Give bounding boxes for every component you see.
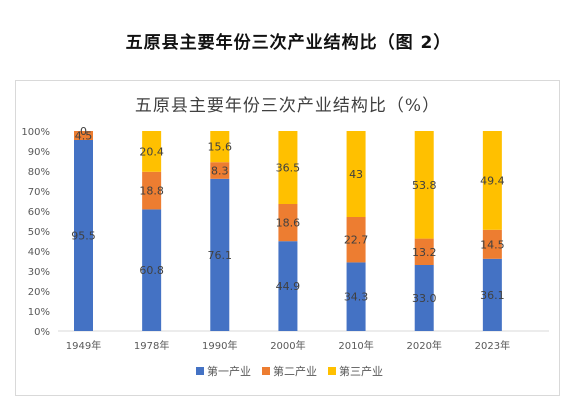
bar-segment-1 [210, 178, 230, 331]
x-tick-label: 2010年 [338, 339, 373, 352]
y-tick-label: 60% [28, 207, 50, 218]
y-tick-label: 80% [28, 167, 50, 178]
y-tick-label: 0% [34, 327, 50, 338]
legend-label: 第一产业 [207, 364, 251, 378]
data-label: 53.8 [412, 179, 437, 192]
bar-segment-2 [346, 217, 366, 263]
data-label: 18.6 [276, 217, 301, 230]
y-tick-label: 70% [28, 187, 50, 198]
bar-segment-2 [210, 162, 230, 179]
legend-swatch [196, 367, 204, 375]
data-label: 49.4 [480, 174, 505, 187]
bar-segment-3 [482, 131, 502, 230]
bar-segment-1 [482, 258, 502, 331]
y-tick-label: 90% [28, 147, 50, 158]
bar-segment-2 [482, 229, 502, 259]
data-label: 43 [349, 168, 363, 181]
data-label: 15.6 [208, 141, 233, 154]
bar-segment-3 [414, 131, 434, 239]
y-tick-label: 50% [28, 227, 50, 238]
legend-swatch [328, 367, 336, 375]
data-label: 0 [80, 125, 87, 138]
bar-segment-1 [278, 241, 298, 331]
bar-segment-2 [278, 204, 298, 242]
bar-segment-3 [142, 131, 162, 172]
data-label: 22.7 [344, 234, 369, 247]
bar-segment-2 [142, 171, 162, 210]
data-label: 18.8 [139, 185, 164, 198]
data-label: 36.1 [480, 289, 505, 302]
bar-segment-2 [74, 131, 93, 140]
legend-label: 第三产业 [339, 364, 383, 378]
x-tick-label: 2023年 [475, 339, 510, 352]
stacked-bar-chart: 0% 10% 20% 30% 40% 50% 60% 70% 80% 90% 100% 95.5 4.5… [21, 125, 549, 378]
bar-segment-1 [414, 265, 434, 331]
bar-segment-3 [210, 131, 230, 163]
legend-swatch [262, 367, 270, 375]
bar-segment-3 [346, 131, 366, 217]
bar-segment-1 [74, 140, 93, 331]
y-tick-label: 100% [21, 127, 50, 138]
data-label: 14.5 [480, 238, 505, 251]
bar-segment-1 [346, 262, 366, 331]
data-label: 36.5 [276, 162, 301, 175]
data-label: 20.4 [139, 145, 164, 158]
bar-segment-1 [142, 209, 162, 331]
x-tick-label: 2020年 [406, 339, 441, 352]
y-tick-label: 20% [28, 287, 50, 298]
bar-segment-2 [414, 238, 434, 265]
x-tick-label: 1949年 [66, 339, 101, 352]
x-tick-label: 1978年 [134, 339, 169, 352]
data-label: 34.3 [344, 291, 369, 304]
x-tick-label: 1990年 [202, 339, 237, 352]
page-title: 五原县主要年份三次产业结构比（图 2） [125, 33, 452, 53]
y-tick-label: 40% [28, 247, 50, 258]
legend-label: 第二产业 [273, 364, 317, 378]
data-label: 60.8 [139, 264, 164, 277]
x-tick-label: 2000年 [270, 339, 305, 352]
data-label: 13.2 [412, 246, 437, 259]
y-tick-label: 10% [28, 307, 50, 318]
y-tick-label: 30% [28, 267, 50, 278]
data-label: 33.0 [412, 292, 437, 305]
data-label: 8.3 [211, 165, 229, 178]
data-label: 76.1 [208, 249, 233, 262]
data-label: 4.5 [75, 130, 93, 143]
data-label: 44.9 [276, 280, 301, 293]
bar-segment-3 [278, 131, 298, 204]
chart-title: 五原县主要年份三次产业结构比（%） [134, 96, 441, 116]
data-label: 95.5 [71, 230, 96, 243]
chart-container: 五原县主要年份三次产业结构比（%） 0% 10% 20% 30% 40% 50% 60% 70… [15, 80, 560, 396]
